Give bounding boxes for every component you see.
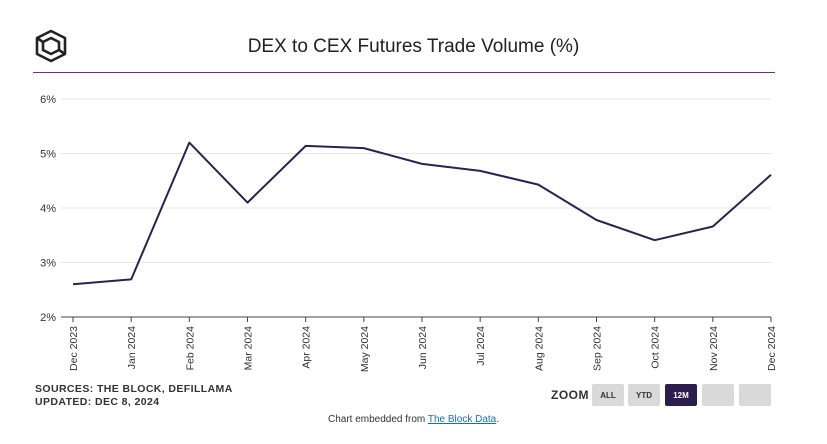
- x-tick-label: Oct 2024: [650, 326, 662, 369]
- x-tick-label: Nov 2024: [708, 326, 720, 371]
- y-tick-label: 3%: [40, 258, 56, 270]
- zoom-12m-button[interactable]: 12M: [665, 384, 697, 406]
- x-tick-label: Mar 2024: [243, 326, 255, 371]
- x-tick-label: May 2024: [359, 326, 371, 372]
- y-axis-ticks: 2% 3% 4% 5% 6%: [40, 94, 56, 324]
- y-tick-label: 2%: [40, 312, 56, 324]
- y-tick-label: 6%: [40, 94, 56, 106]
- y-tick-label: 5%: [40, 149, 56, 161]
- series-line: [72, 141, 772, 286]
- x-tick-label: Jul 2024: [475, 326, 487, 366]
- chart-title: DEX to CEX Futures Trade Volume (%): [247, 36, 580, 57]
- x-tick-label: Apr 2024: [301, 326, 313, 369]
- cube-logo-icon: [35, 29, 67, 63]
- zoom-ytd-button[interactable]: YTD: [628, 384, 660, 406]
- x-tick-label: Aug 2024: [533, 326, 545, 371]
- embed-footer: Chart embedded from The Block Data.: [0, 414, 827, 425]
- sources-text: SOURCES: THE BLOCK, DEFILLAMA: [35, 383, 233, 395]
- the-block-data-link[interactable]: The Block Data: [427, 414, 497, 425]
- footer-suffix: .: [496, 414, 500, 425]
- updated-text: UPDATED: DEC 8, 2024: [35, 396, 160, 408]
- zoom-extra-button-1[interactable]: [702, 384, 734, 406]
- x-tick-label: Dec 2023: [68, 326, 80, 371]
- x-tick-label: Sep 2024: [592, 326, 604, 371]
- zoom-label: ZOOM: [551, 388, 589, 402]
- sources-block: SOURCES: THE BLOCK, DEFILLAMA UPDATED: D…: [35, 383, 233, 409]
- footer-text: Chart embedded from: [327, 414, 428, 425]
- series-group: [72, 141, 772, 286]
- x-tick-label: Feb 2024: [184, 326, 196, 371]
- x-tick-label: Dec 2024: [766, 326, 778, 371]
- x-axis-ticks: Dec 2023 Jan 2024 Feb 2024 Mar 2024 Apr 2024…: [68, 317, 778, 372]
- y-tick-label: 4%: [40, 203, 56, 215]
- title-divider: [33, 72, 775, 73]
- grid-lines: [61, 98, 771, 318]
- zoom-all-button[interactable]: ALL: [592, 384, 624, 406]
- x-tick-label: Jan 2024: [126, 326, 138, 369]
- x-tick-label: Jun 2024: [417, 326, 429, 369]
- zoom-extra-button-2[interactable]: [739, 384, 771, 406]
